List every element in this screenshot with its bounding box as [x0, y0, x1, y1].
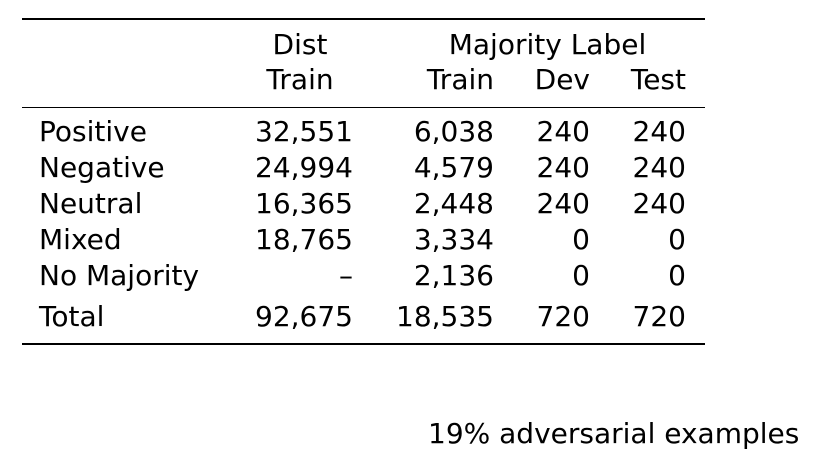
cell-dist-train: 24,994: [255, 151, 353, 184]
caption: 19% adversarial examples: [428, 417, 800, 450]
header-dist: Dist: [272, 28, 328, 61]
total-dist-train: 92,675: [255, 300, 353, 333]
table-rule-mid: [22, 107, 705, 108]
total-dev: 720: [536, 300, 590, 333]
cell-dist-train: 16,365: [255, 187, 353, 220]
header-majority-label: Majority Label: [448, 28, 647, 61]
row-label: Positive: [39, 115, 147, 148]
header-train: Train: [426, 63, 494, 96]
cell-dev: 240: [536, 187, 590, 220]
table-rule-bottom: [22, 343, 705, 345]
cell-dev: 0: [572, 259, 590, 292]
cell-train: 3,334: [413, 223, 494, 256]
cell-train: 2,448: [413, 187, 494, 220]
cell-test: 0: [668, 259, 686, 292]
total-train: 18,535: [396, 300, 494, 333]
cell-dist-train: 32,551: [255, 115, 353, 148]
cell-test: 0: [668, 223, 686, 256]
cell-dist-train: 18,765: [255, 223, 353, 256]
table-rule-top: [22, 18, 705, 20]
cell-test: 240: [632, 151, 686, 184]
cell-dev: 0: [572, 223, 590, 256]
cell-dev: 240: [536, 115, 590, 148]
row-label: Mixed: [39, 223, 122, 256]
header-test: Test: [630, 63, 686, 96]
row-label: No Majority: [39, 259, 200, 292]
total-label: Total: [39, 300, 105, 333]
total-test: 720: [632, 300, 686, 333]
cell-test: 240: [632, 115, 686, 148]
header-dist-train: Train: [266, 63, 334, 96]
cell-train: 2,136: [413, 259, 494, 292]
cell-dev: 240: [536, 151, 590, 184]
cell-dist-train: –: [339, 259, 353, 292]
row-label: Negative: [39, 151, 165, 184]
cell-test: 240: [632, 187, 686, 220]
row-label: Neutral: [39, 187, 143, 220]
header-dev: Dev: [534, 63, 590, 96]
cell-train: 6,038: [413, 115, 494, 148]
cell-train: 4,579: [413, 151, 494, 184]
